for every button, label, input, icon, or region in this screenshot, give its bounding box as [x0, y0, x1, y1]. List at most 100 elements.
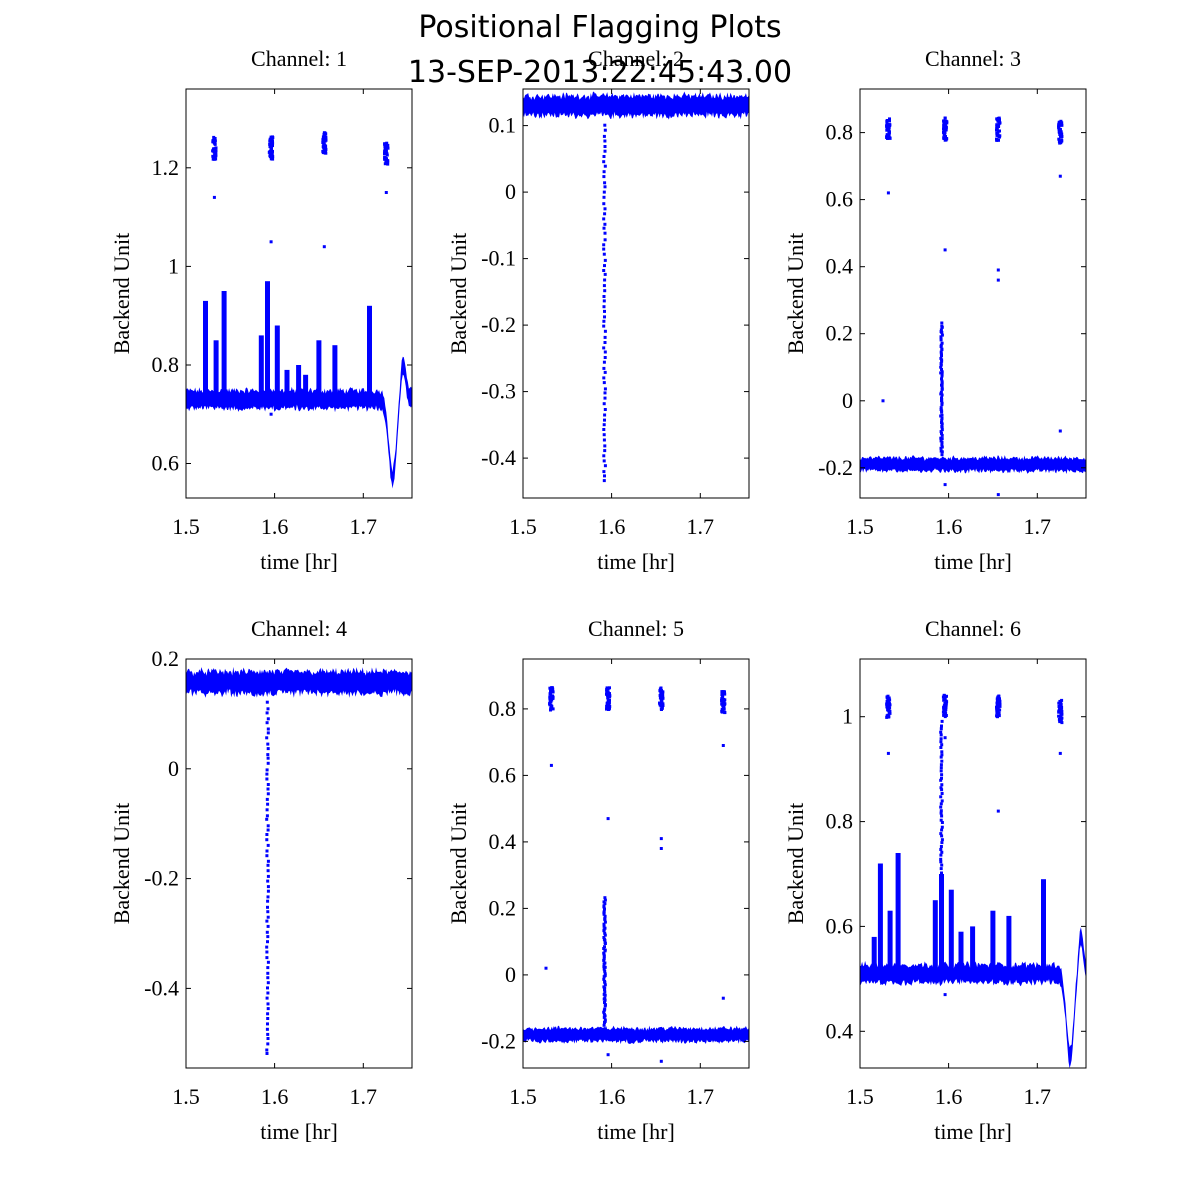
streak-point [266, 792, 270, 796]
streak-point [939, 352, 943, 356]
streak-point [602, 381, 606, 385]
data-layer [523, 91, 749, 483]
cluster-point [548, 702, 552, 705]
cluster-point [888, 703, 892, 707]
x-tick-label: 1.5 [509, 1084, 537, 1109]
data-layer [523, 686, 749, 1063]
cluster-point [271, 157, 275, 161]
streak-point [940, 750, 944, 754]
cluster-point [549, 691, 553, 695]
streak-point [940, 425, 944, 428]
spike-1 [203, 300, 208, 400]
streak-point [939, 430, 943, 434]
streak-point [602, 319, 606, 323]
streak-point [940, 899, 944, 903]
cluster-point [269, 155, 272, 159]
streak-point [940, 370, 944, 374]
streak-point [939, 897, 943, 901]
cluster-point [661, 704, 665, 707]
streak-point [603, 941, 607, 945]
streak-point [602, 346, 606, 350]
streak-point [603, 128, 607, 132]
chart-panel-2: 1.5 1.6 1.7 -0.4 -0.3 -0.2 -0.1 0 0.1 Channel: 2 t… [446, 46, 750, 574]
x-axis-label: time [hr] [934, 549, 1012, 574]
streak-point [266, 1037, 270, 1040]
outlier-point [886, 191, 890, 195]
x-tick-label: 1.6 [935, 1084, 963, 1109]
streak-point [940, 719, 944, 723]
cluster-point [214, 150, 218, 154]
cluster-point [658, 689, 662, 693]
streak-point [939, 727, 943, 731]
streak-point [940, 938, 944, 942]
streak-point [602, 324, 606, 328]
cluster-point [659, 694, 663, 698]
noise-band [523, 91, 749, 120]
streak-point [602, 360, 606, 364]
cluster-point [1058, 127, 1062, 131]
streak-point [603, 329, 607, 333]
cluster-point [886, 713, 890, 717]
streak-point [265, 1052, 269, 1055]
streak-point [602, 470, 606, 474]
cluster-point [548, 686, 552, 690]
streak-point [603, 289, 607, 293]
streak-point [603, 914, 607, 918]
cluster-point [659, 686, 663, 690]
streak-point [940, 841, 944, 845]
streak-point [939, 845, 943, 848]
y-axis-label: Backend Unit [783, 803, 808, 925]
streak-point [602, 953, 606, 957]
streak-point [603, 996, 607, 1000]
cluster-point [723, 690, 726, 694]
data-layer [860, 116, 1086, 497]
cluster-point [1058, 703, 1062, 707]
streak-point [266, 747, 270, 751]
cluster-point [997, 124, 1001, 128]
cluster-point [383, 155, 387, 159]
streak-point [940, 834, 944, 838]
baseline-band [186, 356, 412, 489]
streak-point [940, 814, 944, 818]
streak-point [266, 1012, 270, 1016]
streak-point [603, 948, 607, 952]
cluster-point [1058, 130, 1061, 134]
streak-point [266, 1007, 270, 1011]
cluster-point [606, 699, 610, 703]
y-tick-label: -0.3 [481, 379, 516, 404]
cluster-point [606, 690, 610, 694]
streak-point [939, 832, 943, 836]
y-tick-label: 0.4 [826, 254, 854, 279]
panel-title: Channel: 2 [588, 46, 684, 71]
spike-11 [1006, 915, 1012, 974]
cluster-point [887, 133, 890, 137]
cluster-point [267, 150, 271, 154]
streak-point [939, 436, 943, 440]
streak-point [266, 824, 270, 828]
cluster-point [1057, 714, 1061, 718]
streak-point [602, 936, 606, 939]
cluster-point [270, 140, 274, 144]
cluster-point [998, 129, 1001, 133]
streak-point [266, 889, 270, 893]
y-tick-label: -0.2 [818, 455, 853, 480]
streak-point [602, 992, 606, 996]
panel-title: Channel: 6 [925, 616, 1021, 641]
cluster-point [1059, 717, 1063, 721]
streak-point [940, 753, 944, 757]
streak-point [940, 863, 944, 867]
streak-point [940, 453, 944, 457]
streak-point [939, 350, 943, 354]
streak-point [940, 324, 944, 328]
streak-point [939, 390, 943, 394]
y-tick-label: 0 [505, 179, 516, 204]
cluster-point [606, 703, 610, 707]
outlier-point [212, 195, 216, 199]
spike-8 [958, 931, 964, 974]
x-tick-label: 1.7 [1024, 1084, 1052, 1109]
streak-point [266, 1032, 270, 1036]
spike-11 [332, 345, 338, 400]
streak-point [603, 902, 607, 906]
outlier-point [1058, 429, 1062, 433]
panel-title: Channel: 1 [251, 46, 347, 71]
